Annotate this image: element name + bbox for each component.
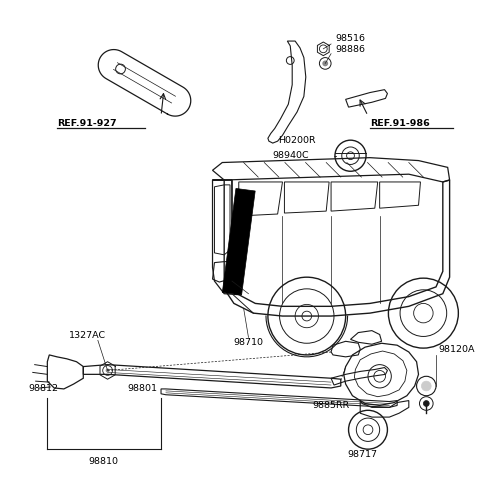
- Text: 98801: 98801: [127, 384, 157, 393]
- Text: REF.91-986: REF.91-986: [370, 119, 430, 128]
- Text: 1327AC: 1327AC: [69, 331, 106, 340]
- Polygon shape: [222, 188, 255, 295]
- Text: 98810: 98810: [89, 457, 119, 466]
- Text: H0200R: H0200R: [277, 135, 315, 145]
- Text: 98710: 98710: [233, 338, 264, 347]
- Text: 98940C: 98940C: [273, 151, 310, 160]
- Text: 98812: 98812: [28, 384, 58, 393]
- Text: 9885RR: 9885RR: [312, 401, 350, 410]
- Text: REF.91-927: REF.91-927: [57, 119, 117, 128]
- Circle shape: [106, 369, 109, 373]
- Text: 98717: 98717: [347, 450, 377, 459]
- Circle shape: [423, 400, 429, 406]
- Text: 98886: 98886: [335, 45, 365, 54]
- Circle shape: [421, 381, 431, 391]
- Text: 98120A: 98120A: [438, 345, 474, 354]
- Circle shape: [323, 60, 328, 66]
- Text: 98516: 98516: [335, 34, 365, 43]
